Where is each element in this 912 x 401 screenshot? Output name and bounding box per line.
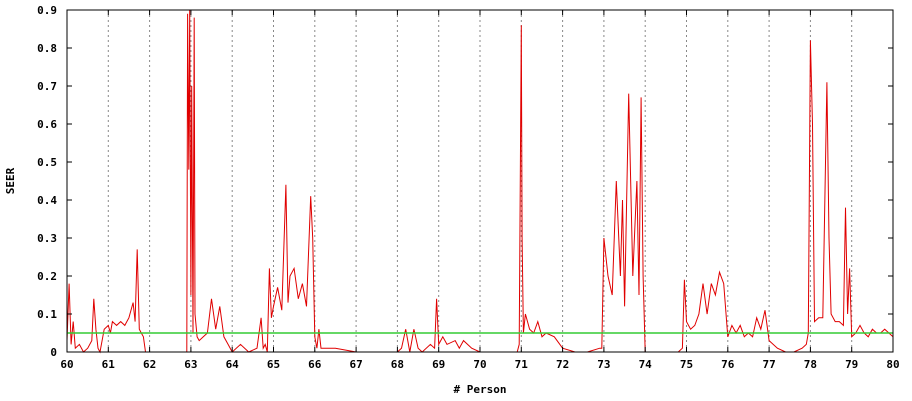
y-tick-label: 0.6 <box>37 118 57 131</box>
x-tick-label: 76 <box>721 358 735 371</box>
x-tick-label: 65 <box>267 358 280 371</box>
x-tick-label: 73 <box>597 358 610 371</box>
x-axis-label: # Person <box>454 383 507 396</box>
x-tick-label: 80 <box>886 358 899 371</box>
y-tick-label: 0.3 <box>37 232 57 245</box>
y-tick-label: 0.7 <box>37 80 57 93</box>
y-tick-label: 0.4 <box>37 194 57 207</box>
y-tick-label: 0.8 <box>37 42 57 55</box>
grid-lines <box>107 10 853 352</box>
x-tick-label: 79 <box>845 358 858 371</box>
y-tick-label: 0.5 <box>37 156 57 169</box>
series-layer <box>66 9 894 354</box>
x-tick-label: 68 <box>391 358 404 371</box>
x-tick-label: 75 <box>680 358 693 371</box>
y-tick-label: 0.1 <box>37 308 57 321</box>
y-tick-label: 0.9 <box>37 4 57 17</box>
x-tick-label: 69 <box>432 358 445 371</box>
axis-ticks <box>66 9 894 353</box>
x-tick-label: 74 <box>639 358 653 371</box>
x-tick-label: 70 <box>473 358 486 371</box>
y-axis-label: SEER <box>4 167 17 194</box>
x-tick-label: 78 <box>804 358 817 371</box>
x-tick-label: 72 <box>556 358 569 371</box>
y-tick-label: 0 <box>50 346 57 359</box>
x-tick-label: 62 <box>143 358 156 371</box>
seer-series-line <box>66 9 894 354</box>
y-tick-labels: 0 0.1 0.2 0.3 0.4 0.5 0.6 0.7 0.8 0.9 <box>37 4 57 359</box>
x-tick-label: 64 <box>226 358 240 371</box>
x-tick-label: 66 <box>308 358 322 371</box>
y-tick-label: 0.2 <box>37 270 57 283</box>
x-tick-labels: 60 61 62 63 64 65 66 67 68 69 70 71 72 73 74 75 76 77 78 79… <box>60 358 899 371</box>
x-tick-label: 71 <box>515 358 529 371</box>
x-tick-label: 60 <box>60 358 73 371</box>
x-tick-label: 63 <box>184 358 197 371</box>
x-tick-label: 77 <box>762 358 775 371</box>
x-tick-label: 61 <box>102 358 116 371</box>
x-tick-label: 67 <box>349 358 362 371</box>
